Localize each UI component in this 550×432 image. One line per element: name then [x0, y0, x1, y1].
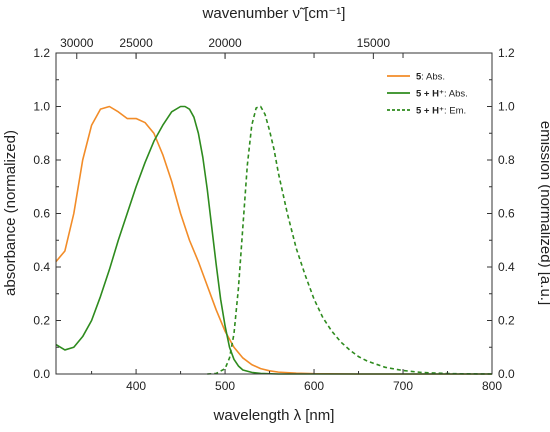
y-tick-label-left: 1.2	[33, 46, 50, 60]
y-tick-label-right: 1.0	[498, 100, 515, 114]
y-tick-label-left: 1.0	[33, 100, 50, 114]
y-tick-label-left: 0.0	[33, 367, 50, 381]
legend-label-2: 5 + H⁺: Abs.	[416, 89, 468, 100]
top-tick-label: 20000	[208, 36, 242, 50]
x-tick-label: 500	[215, 379, 235, 393]
y-tick-label-left: 0.8	[33, 153, 50, 167]
series-line-1	[55, 105, 492, 375]
plot-frame	[55, 52, 493, 375]
plot-layer	[55, 105, 493, 375]
top-tick-label: 15000	[357, 36, 391, 50]
top-axis-title: wavenumber ν̃ [cm⁻¹]	[202, 5, 346, 22]
y-tick-label-right: 0.0	[498, 367, 515, 381]
y-tick-label-right: 1.2	[498, 46, 515, 60]
x-tick-label: 400	[126, 379, 146, 393]
y-tick-label-left: 0.4	[33, 260, 50, 274]
y-tick-label-right: 0.2	[498, 314, 515, 328]
x-tick-label: 800	[482, 379, 502, 393]
y-axis-left-title: absorbance (normalized)	[2, 130, 19, 296]
x-tick-label: 700	[393, 379, 413, 393]
y-tick-label-left: 0.6	[33, 207, 50, 221]
x-tick-label: 600	[304, 379, 324, 393]
legend: 5: Abs. 5 + H⁺: Abs. 5 + H⁺: Em.	[387, 72, 468, 117]
x-axis-title: wavelength λ [nm]	[213, 407, 335, 424]
top-tick-label: 30000	[60, 36, 94, 50]
y-tick-label-right: 0.6	[498, 207, 515, 221]
series-line-3	[207, 105, 493, 375]
legend-label-1: 5: Abs.	[416, 72, 445, 83]
y-tick-label-right: 0.8	[498, 153, 515, 167]
series-line-2	[55, 105, 492, 375]
legend-label-3: 5 + H⁺: Em.	[416, 106, 466, 117]
top-tick-label: 25000	[119, 36, 153, 50]
y-tick-label-right: 0.4	[498, 260, 515, 274]
y-axis-right-title: emission (normalized) [a.u.]	[537, 121, 550, 305]
y-tick-label-left: 0.2	[33, 314, 50, 328]
